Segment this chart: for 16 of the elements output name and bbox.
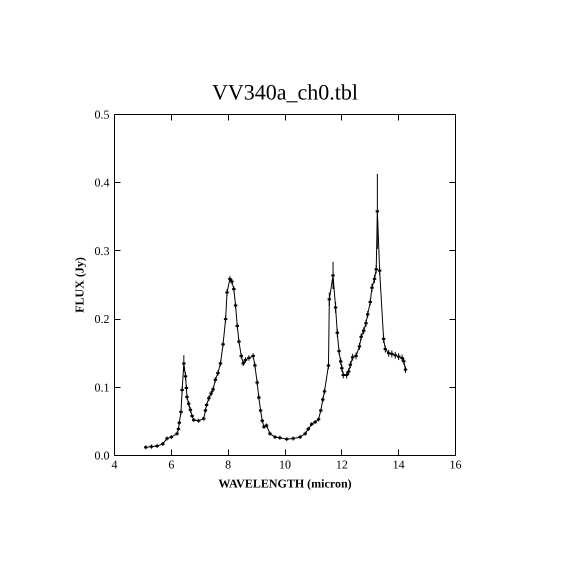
x-tick-label: 12 xyxy=(336,458,348,472)
y-tick-label: 0.1 xyxy=(94,380,110,394)
y-tick-label: 0.5 xyxy=(94,108,110,122)
x-tick-label: 16 xyxy=(450,458,462,472)
y-tick-label: 0.0 xyxy=(94,448,110,462)
x-tick-label: 14 xyxy=(392,458,405,472)
x-tick-label: 6 xyxy=(168,458,174,472)
x-tick-label: 8 xyxy=(225,458,232,472)
y-axis-title: FLUX (Jy) xyxy=(72,257,86,313)
x-tick-label: 4 xyxy=(112,458,118,472)
x-axis-title: WAVELENGTH (micron) xyxy=(218,476,352,490)
y-tick-label: 0.2 xyxy=(94,312,110,326)
chart-title: VV340a_ch0.tbl xyxy=(212,80,358,104)
x-tick-label: 10 xyxy=(279,458,291,472)
y-tick-label: 0.3 xyxy=(94,244,110,258)
y-tick-label: 0.4 xyxy=(94,176,110,190)
